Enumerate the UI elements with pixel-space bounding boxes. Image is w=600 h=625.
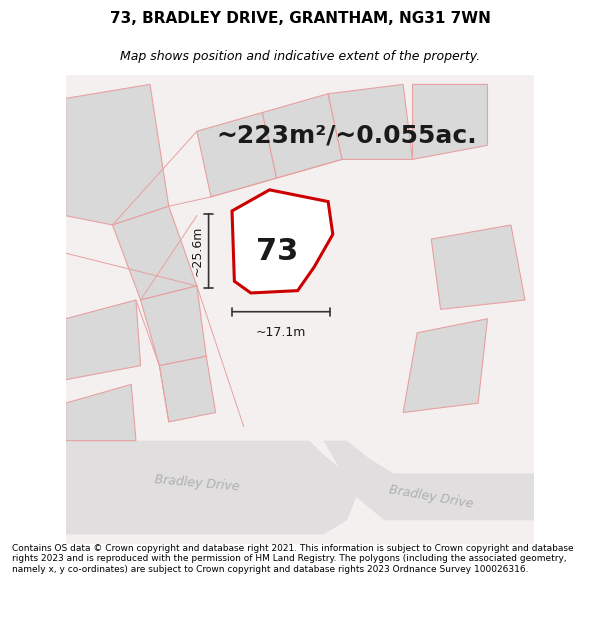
- Polygon shape: [328, 84, 413, 159]
- Polygon shape: [403, 319, 487, 412]
- Polygon shape: [197, 112, 277, 197]
- Polygon shape: [113, 206, 197, 300]
- Polygon shape: [65, 300, 140, 379]
- Polygon shape: [65, 441, 356, 534]
- Text: ~17.1m: ~17.1m: [256, 326, 307, 339]
- Text: Bradley Drive: Bradley Drive: [154, 472, 240, 493]
- Text: Bradley Drive: Bradley Drive: [388, 483, 475, 511]
- Polygon shape: [65, 84, 169, 225]
- Polygon shape: [65, 384, 136, 441]
- Text: 73: 73: [256, 237, 298, 266]
- Polygon shape: [413, 84, 487, 159]
- Polygon shape: [263, 94, 342, 178]
- Text: ~25.6m: ~25.6m: [190, 226, 203, 276]
- Polygon shape: [431, 225, 525, 309]
- Polygon shape: [140, 286, 206, 366]
- Polygon shape: [160, 356, 215, 422]
- Text: 73, BRADLEY DRIVE, GRANTHAM, NG31 7WN: 73, BRADLEY DRIVE, GRANTHAM, NG31 7WN: [110, 11, 490, 26]
- Text: ~223m²/~0.055ac.: ~223m²/~0.055ac.: [217, 124, 477, 148]
- Text: Contains OS data © Crown copyright and database right 2021. This information is : Contains OS data © Crown copyright and d…: [12, 544, 574, 574]
- Polygon shape: [323, 441, 535, 520]
- Text: Map shows position and indicative extent of the property.: Map shows position and indicative extent…: [120, 50, 480, 62]
- Polygon shape: [232, 190, 333, 293]
